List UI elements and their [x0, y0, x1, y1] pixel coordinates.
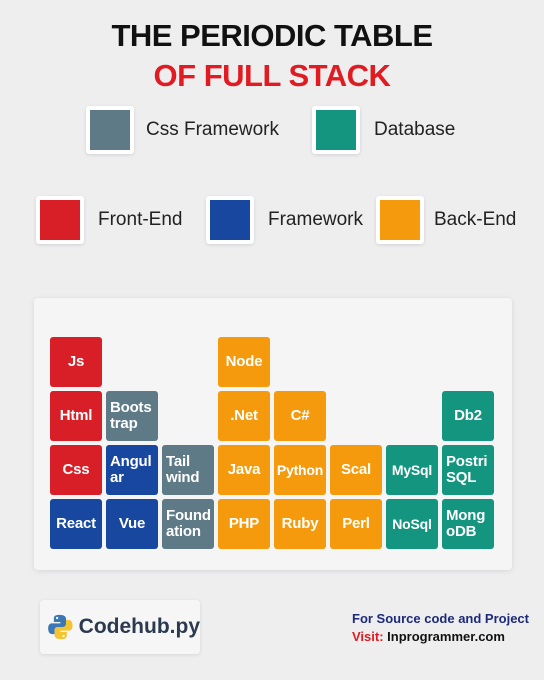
element-bootstrap: Boots trap	[106, 391, 158, 441]
legend-label-database: Database	[374, 119, 456, 140]
title-line-1: THE PERIODIC TABLE	[111, 18, 433, 53]
element-ruby: Ruby	[274, 499, 326, 549]
element-html: Html	[50, 391, 102, 441]
css-framework-swatch	[86, 106, 134, 154]
legend-label-back-end: Back-End	[434, 209, 517, 230]
legend-framework: Framework	[206, 196, 363, 244]
codehub-logo: Codehub.py	[40, 600, 200, 654]
element-csharp: C#	[274, 391, 326, 441]
legend-css-framework: Css Framework	[86, 106, 279, 154]
element-python: Python	[274, 445, 326, 495]
element-mysql: MySql	[386, 445, 438, 495]
element-angular: Angul ar	[106, 445, 158, 495]
back-end-swatch	[376, 196, 424, 244]
legend-label-css-framework: Css Framework	[146, 119, 280, 140]
framework-swatch	[206, 196, 254, 244]
element-css: Css	[50, 445, 102, 495]
front-end-swatch	[36, 196, 84, 244]
source-line: For Source code and Project	[352, 611, 529, 626]
source-info: For Source code and Project Visit: Inpro…	[352, 610, 529, 646]
title-line-2: OF FULL STACK	[153, 58, 391, 93]
legend-front-end: Front-End	[36, 196, 182, 244]
visit-label: Visit:	[352, 629, 384, 644]
visit-url[interactable]: Inprogrammer.com	[383, 629, 505, 644]
element-postgresql: Postri SQL	[442, 445, 494, 495]
element-perl: Perl	[330, 499, 382, 549]
element-node: Node	[218, 337, 270, 387]
logo-text: Codehub.py	[78, 615, 200, 638]
element-nosql: NoSql	[386, 499, 438, 549]
database-swatch	[312, 106, 360, 154]
legend-database: Database	[312, 106, 455, 154]
element-js: Js	[50, 337, 102, 387]
element-php: PHP	[218, 499, 270, 549]
element-react: React	[50, 499, 102, 549]
visit-line: Visit: Inprogrammer.com	[352, 628, 529, 646]
element-tailwind: Tail wind	[162, 445, 214, 495]
python-logo-icon	[48, 614, 73, 640]
element-scala: Scal	[330, 445, 382, 495]
element-dotnet: .Net	[218, 391, 270, 441]
legend-label-framework: Framework	[268, 209, 364, 230]
element-mongodb: Mong oDB	[442, 499, 494, 549]
legend-back-end: Back-End	[376, 196, 516, 244]
element-java: Java	[218, 445, 270, 495]
element-vue: Vue	[106, 499, 158, 549]
legend-label-front-end: Front-End	[98, 209, 183, 230]
element-db2: Db2	[442, 391, 494, 441]
element-foundation: Found ation	[162, 499, 214, 549]
